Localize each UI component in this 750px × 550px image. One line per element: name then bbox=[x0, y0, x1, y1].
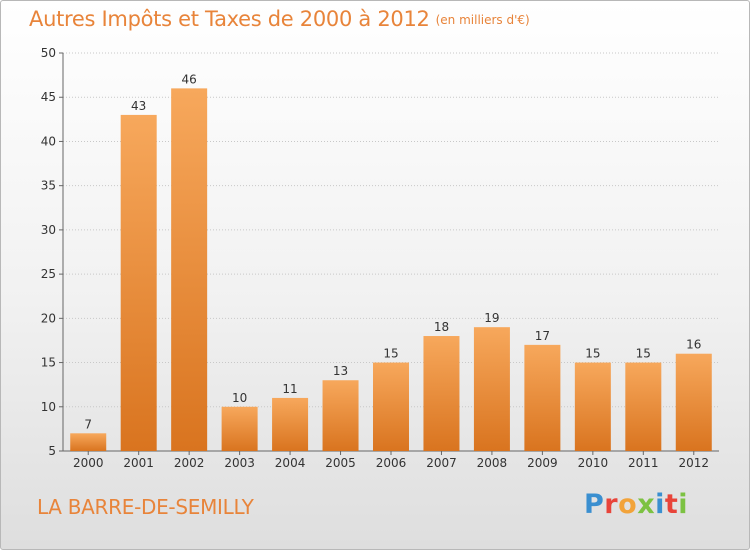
x-tick-label: 2010 bbox=[578, 456, 609, 470]
y-tick-label: 40 bbox=[41, 134, 56, 148]
bar bbox=[574, 362, 611, 451]
logo-letter: i bbox=[678, 489, 689, 520]
bar bbox=[272, 397, 309, 451]
x-tick-label: 2011 bbox=[628, 456, 659, 470]
bar bbox=[120, 114, 157, 452]
y-tick-label: 35 bbox=[41, 179, 56, 193]
bar bbox=[221, 406, 258, 451]
bar bbox=[524, 344, 561, 451]
data-label: 10 bbox=[232, 391, 247, 405]
bar bbox=[625, 362, 662, 451]
x-tick-label: 2007 bbox=[426, 456, 457, 470]
x-tick-label: 2012 bbox=[678, 456, 709, 470]
data-label: 13 bbox=[333, 364, 348, 378]
data-label: 16 bbox=[686, 338, 701, 352]
x-tick-label: 2005 bbox=[325, 456, 356, 470]
y-tick-label: 10 bbox=[41, 400, 56, 414]
logo-letter: i bbox=[655, 489, 665, 520]
bar bbox=[423, 336, 460, 451]
data-label: 46 bbox=[182, 72, 197, 86]
data-label: 18 bbox=[434, 320, 449, 334]
chart-unit: (en milliers d'€) bbox=[435, 13, 530, 27]
chart-title: Autres Impôts et Taxes de 2000 à 2012 (en… bbox=[29, 7, 530, 31]
bar bbox=[171, 88, 208, 451]
x-tick-label: 2006 bbox=[376, 456, 407, 470]
data-label: 15 bbox=[585, 347, 600, 361]
place-name: LA BARRE-DE-SEMILLY bbox=[37, 495, 254, 519]
bar bbox=[473, 327, 510, 451]
data-label: 43 bbox=[131, 99, 146, 113]
data-label: 11 bbox=[282, 382, 297, 396]
x-tick-label: 2008 bbox=[477, 456, 508, 470]
data-label: 7 bbox=[84, 417, 92, 431]
data-label: 17 bbox=[535, 329, 550, 343]
y-tick-label: 30 bbox=[41, 223, 56, 237]
y-tick-label: 20 bbox=[41, 311, 56, 325]
data-label: 15 bbox=[383, 347, 398, 361]
data-label: 19 bbox=[484, 311, 499, 325]
x-tick-label: 2003 bbox=[224, 456, 255, 470]
bar bbox=[322, 380, 359, 451]
x-tick-label: 2002 bbox=[174, 456, 205, 470]
logo-letter: P bbox=[584, 489, 605, 520]
y-tick-label: 25 bbox=[41, 267, 56, 281]
logo-letter: r bbox=[604, 489, 619, 520]
proxiti-logo: Proxiti bbox=[584, 489, 688, 520]
data-label: 15 bbox=[636, 347, 651, 361]
logo-letter: o bbox=[618, 489, 638, 520]
y-tick-label: 45 bbox=[41, 90, 56, 104]
x-tick-label: 2004 bbox=[275, 456, 306, 470]
y-tick-label: 50 bbox=[41, 46, 56, 60]
logo-letter: x bbox=[637, 489, 656, 520]
bar bbox=[373, 362, 409, 451]
x-tick-label: 2001 bbox=[123, 456, 154, 470]
y-tick-label: 5 bbox=[48, 444, 56, 458]
chart-title-text: Autres Impôts et Taxes de 2000 à 2012 bbox=[29, 7, 430, 31]
logo-letter: t bbox=[664, 489, 679, 520]
x-tick-label: 2009 bbox=[527, 456, 558, 470]
bar bbox=[675, 353, 712, 451]
y-tick-label: 15 bbox=[41, 356, 56, 370]
x-tick-label: 2000 bbox=[73, 456, 104, 470]
bar bbox=[70, 433, 107, 451]
